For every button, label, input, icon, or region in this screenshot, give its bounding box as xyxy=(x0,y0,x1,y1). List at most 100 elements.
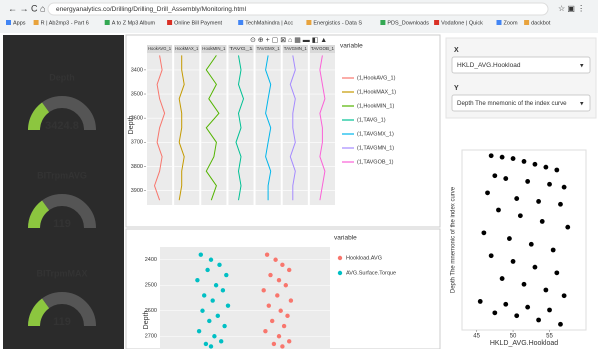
facet-strip xyxy=(147,45,173,53)
scatter-point xyxy=(278,308,283,313)
scatter-point xyxy=(514,196,520,201)
bookmark[interactable]: dackbot xyxy=(531,20,551,26)
scatter-point xyxy=(532,161,538,167)
scatter-point xyxy=(496,207,501,213)
bookmark-icon[interactable] xyxy=(167,20,173,25)
scatter-point xyxy=(263,328,268,334)
bookmark-icon[interactable] xyxy=(33,20,39,25)
x-tick-label: 50 xyxy=(510,334,517,340)
scatter-point xyxy=(268,272,273,278)
y-tick-label: 3400 xyxy=(131,67,143,73)
bookmark-icon[interactable] xyxy=(6,20,11,25)
facet-plot: Depth 3400 3500 3600 3700 3800 3900 HookAVG_1 (1… xyxy=(128,43,396,205)
facet-strip xyxy=(309,45,335,53)
scatter-point xyxy=(210,298,215,303)
bookmark-icon[interactable] xyxy=(524,20,530,25)
legend-key xyxy=(337,255,343,261)
scatter-point xyxy=(532,264,538,270)
facet-strip-label: HookMIN_1 xyxy=(202,46,226,51)
bookmark-icon[interactable] xyxy=(434,20,440,25)
scatter-point xyxy=(558,321,563,327)
scatter-point xyxy=(558,201,563,207)
bookmark[interactable]: Zoom xyxy=(504,20,518,26)
scatter-point xyxy=(488,153,494,159)
scatter-point xyxy=(536,199,541,204)
bookmark[interactable]: Energistics - Data S xyxy=(313,20,362,26)
scatter-point xyxy=(222,323,227,329)
scatter-point xyxy=(503,176,509,181)
x-select[interactable] xyxy=(451,56,591,74)
y-tick-label: 3700 xyxy=(131,140,143,146)
bookmark[interactable]: PDS_Downloads xyxy=(387,20,429,26)
scatter-point xyxy=(488,253,494,259)
bookmark[interactable]: Vodafone | Quick xyxy=(441,20,483,26)
bookmark[interactable]: TechMahindra | Acc xyxy=(245,20,293,26)
scatter-point xyxy=(499,276,505,281)
scatter-point xyxy=(270,318,275,324)
scatter-point xyxy=(280,262,285,268)
scatter-point xyxy=(276,334,282,339)
y-tick-label: 2600 xyxy=(145,308,157,314)
x-axis-label: HKLD_AVG.Hookload xyxy=(490,340,558,347)
browser-icons[interactable]: ☆ ▣ ⋮ xyxy=(558,4,585,13)
gauge-label: BITrpmAVG xyxy=(37,170,87,180)
y-tick-label: 2500 xyxy=(145,283,157,289)
scatter-point xyxy=(477,299,483,304)
series-line xyxy=(319,55,326,201)
bookmark-icon[interactable] xyxy=(104,20,110,25)
scatter-point xyxy=(561,184,567,190)
facet-background xyxy=(201,53,227,205)
bookmark[interactable]: Online Bill Payment xyxy=(174,20,222,26)
scatter-point xyxy=(280,344,285,349)
bookmark-icon[interactable] xyxy=(380,20,386,25)
gauge-fill xyxy=(28,102,50,131)
y-tick-label: 3800 xyxy=(131,164,143,170)
bookmark[interactable]: R | Ab2mp3 - Part 6 xyxy=(41,20,89,26)
scatter-point xyxy=(200,308,205,313)
y-axis-label: Depth xyxy=(128,116,135,135)
bookmark[interactable]: Apps xyxy=(13,20,26,26)
scatter-point xyxy=(198,252,203,257)
nav-buttons[interactable]: ← → C ⌂ xyxy=(8,3,45,13)
y-tick-label: 2400 xyxy=(145,257,157,263)
scatter-point xyxy=(271,341,277,347)
scatter-point xyxy=(208,344,214,349)
scatter-point xyxy=(554,270,560,276)
legend-entry: (1,TAVGOB_1) xyxy=(357,159,394,165)
y-tick-label: 3900 xyxy=(131,188,143,194)
scatter-point xyxy=(536,317,541,323)
series-line xyxy=(178,55,185,201)
scatter-point xyxy=(202,293,207,298)
gauge-fill xyxy=(28,200,50,229)
scatter-point xyxy=(510,156,516,161)
plot-background xyxy=(160,247,330,349)
legend-entry: AVG.Surface.Torque xyxy=(346,270,396,276)
bookmark-icon[interactable] xyxy=(496,20,502,25)
scatter-point xyxy=(517,213,523,219)
bookmark-icon[interactable] xyxy=(238,20,244,25)
scatter-point xyxy=(565,224,571,230)
scatter-point xyxy=(492,310,498,316)
legend-key xyxy=(337,270,343,276)
bookmark-icon[interactable] xyxy=(306,20,312,25)
bookmarks-bar: Apps R | Ab2mp3 - Part 6 A to Z Mp3 Album O… xyxy=(6,20,551,26)
scatter-point xyxy=(521,281,527,287)
legend-entry: (1,HookAVG_1) xyxy=(357,75,396,81)
facet-background xyxy=(174,53,200,205)
legend-entry: (1,TAVGMX_1) xyxy=(357,131,394,137)
bookmark[interactable]: A to Z Mp3 Album xyxy=(112,20,156,26)
y-select-value: Depth The mnemonic of the index curve xyxy=(457,100,567,107)
y-select[interactable] xyxy=(451,94,591,112)
address-bar[interactable] xyxy=(47,2,549,16)
series-line xyxy=(153,55,166,201)
plot-toolbar[interactable]: ⊙ ⊕ + ▢ ⊠ ⌂ ▦ ▬ ◧ ▲ xyxy=(250,37,327,44)
facet-strip-label: TAVGOB_1 xyxy=(311,46,335,51)
scatter-point xyxy=(554,167,560,173)
x-tick-label: 45 xyxy=(473,334,480,340)
scatter-point xyxy=(264,252,270,257)
legend-entry: (1,TAVGMN_1) xyxy=(357,145,394,151)
scatter-point xyxy=(203,341,209,347)
scatter-point xyxy=(217,262,222,268)
y-tick-label: 3600 xyxy=(131,116,143,122)
